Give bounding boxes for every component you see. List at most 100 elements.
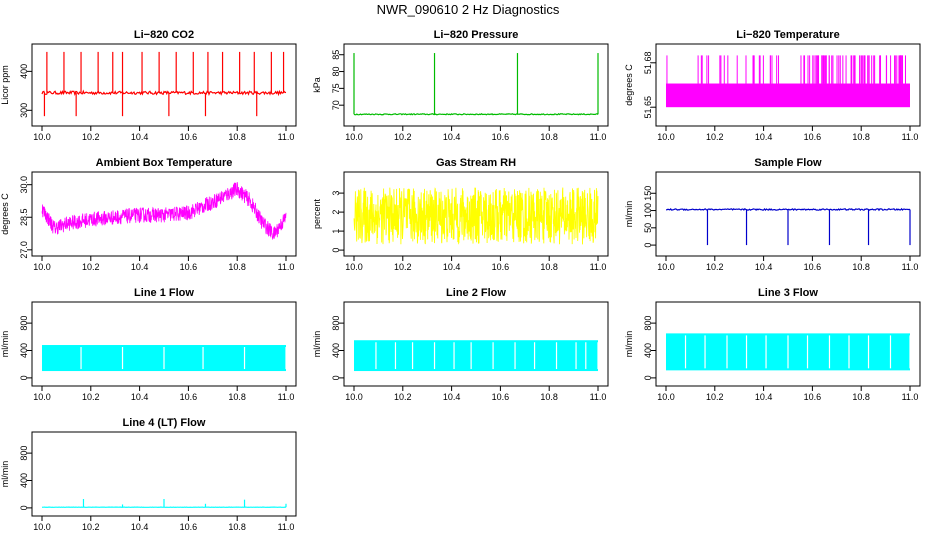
series-band xyxy=(666,83,910,108)
x-tick-label: 10.8 xyxy=(852,132,870,142)
y-axis-label: Licor ppm xyxy=(0,65,10,105)
series-li820-temperature xyxy=(666,55,910,108)
plot-frame xyxy=(343,171,609,257)
x-tick-label: 10.6 xyxy=(804,392,822,402)
series-line-4-flow xyxy=(41,498,287,508)
y-tick-label: 51.65 xyxy=(643,96,653,119)
x-tick-label: 10.2 xyxy=(706,392,724,402)
plot-title: Li−820 CO2 xyxy=(134,29,194,41)
x-tick-label: 11.0 xyxy=(278,132,295,142)
x-tick-label: 10.6 xyxy=(180,522,198,532)
page-title: NWR_090610 2 Hz Diagnostics xyxy=(376,2,560,17)
y-tick-label: 0 xyxy=(643,243,653,248)
y-axis-label: ml/min xyxy=(0,331,10,358)
x-tick-label: 10.2 xyxy=(394,262,412,272)
y-tick-label: 80 xyxy=(331,67,341,77)
plot-frame xyxy=(31,43,297,127)
y-tick-label: 100 xyxy=(643,203,653,218)
y-tick-label: 150 xyxy=(643,186,653,201)
x-tick-label: 11.0 xyxy=(590,262,607,272)
y-tick-label: 0 xyxy=(331,375,341,380)
series-line xyxy=(353,187,599,245)
x-tick-label: 10.2 xyxy=(82,392,100,402)
y-tick-label: 800 xyxy=(19,446,29,461)
plot-title: Sample Flow xyxy=(754,157,822,169)
x-tick-label: 10.8 xyxy=(852,392,870,402)
y-tick-label: 400 xyxy=(19,64,29,79)
x-tick-label: 10.4 xyxy=(755,392,773,402)
x-tick-label: 10.0 xyxy=(657,392,675,402)
x-tick-label: 11.0 xyxy=(590,392,607,402)
series-line-1-flow xyxy=(42,345,287,372)
x-tick-label: 10.8 xyxy=(540,132,558,142)
y-axis-label: ml/min xyxy=(312,331,322,358)
plot-title: Li−820 Temperature xyxy=(736,29,839,41)
x-tick-label: 11.0 xyxy=(902,132,919,142)
y-tick-label: 300 xyxy=(19,103,29,118)
y-axis-label: ml/min xyxy=(0,461,10,488)
x-tick-label: 11.0 xyxy=(902,262,919,272)
chart-li820-temperature: Li−820 Temperature degrees C 10.0 10.2 10.4 1… xyxy=(624,29,921,142)
x-tick-label: 10.2 xyxy=(82,132,100,142)
y-axis-label: degrees C xyxy=(0,193,10,235)
x-tick-label: 10.4 xyxy=(443,262,461,272)
x-tick-label: 10.6 xyxy=(804,262,822,272)
series-band xyxy=(354,340,598,372)
y-tick-label: 400 xyxy=(19,343,29,358)
y-tick-label: 85 xyxy=(331,50,341,60)
y-tick-label: 2 xyxy=(331,210,341,215)
x-tick-label: 10.8 xyxy=(228,262,246,272)
x-tick-label: 10.4 xyxy=(131,132,149,142)
chart-line-3-flow: Line 3 Flow ml/min 10.0 10.2 10.4 10.6 10.8 11.… xyxy=(624,287,921,402)
y-tick-label: 30.0 xyxy=(19,176,29,194)
plot-title: Ambient Box Temperature xyxy=(96,157,233,169)
y-axis-label: ml/min xyxy=(624,331,634,358)
y-tick-label: 27.0 xyxy=(19,241,29,259)
x-tick-label: 10.8 xyxy=(852,262,870,272)
y-axis-label: ml/min xyxy=(624,201,634,228)
y-axis-label: percent xyxy=(312,198,322,229)
y-tick-label: 0 xyxy=(643,375,653,380)
x-tick-label: 10.4 xyxy=(131,262,149,272)
x-tick-label: 10.2 xyxy=(82,522,100,532)
x-tick-label: 10.0 xyxy=(33,262,51,272)
x-tick-label: 10.0 xyxy=(657,132,675,142)
x-tick-label: 11.0 xyxy=(278,522,295,532)
y-tick-label: 28.5 xyxy=(19,208,29,226)
y-tick-label: 75 xyxy=(331,83,341,93)
plot-frame xyxy=(343,301,609,387)
y-tick-label: 400 xyxy=(19,473,29,488)
plot-title: Gas Stream RH xyxy=(436,157,516,169)
x-tick-label: 10.8 xyxy=(540,392,558,402)
x-tick-label: 10.0 xyxy=(345,392,363,402)
x-tick-label: 10.4 xyxy=(443,132,461,142)
series-line xyxy=(353,112,599,116)
plot-title: Line 2 Flow xyxy=(446,287,506,299)
x-tick-label: 11.0 xyxy=(278,392,295,402)
y-tick-label: 800 xyxy=(643,316,653,331)
x-tick-label: 10.6 xyxy=(804,132,822,142)
y-tick-label: 0 xyxy=(331,248,341,253)
x-tick-label: 10.6 xyxy=(492,262,510,272)
y-tick-label: 51.68 xyxy=(643,52,653,75)
y-tick-label: 3 xyxy=(331,191,341,196)
x-tick-label: 10.4 xyxy=(131,522,149,532)
plot-frame xyxy=(655,301,921,387)
plot-frame xyxy=(31,171,297,257)
plot-title: Li−820 Pressure xyxy=(434,29,519,41)
x-tick-label: 10.0 xyxy=(33,392,51,402)
chart-li820-pressure: Li−820 Pressure kPa 10.0 10.2 10.4 10.6 10.8 11… xyxy=(312,29,609,142)
plot-frame xyxy=(343,43,609,127)
x-tick-label: 10.6 xyxy=(492,392,510,402)
y-tick-label: 400 xyxy=(643,343,653,358)
x-tick-label: 10.0 xyxy=(345,132,363,142)
plot-frame xyxy=(655,43,921,127)
series-line-3-flow xyxy=(666,333,911,371)
x-tick-label: 11.0 xyxy=(278,262,295,272)
plot-title: Line 1 Flow xyxy=(134,287,194,299)
x-tick-label: 10.4 xyxy=(755,132,773,142)
chart-line-4-flow: Line 4 (LT) Flow ml/min 10.0 10.2 10.4 10.6 10… xyxy=(0,417,297,532)
plot-frame xyxy=(31,431,297,517)
y-tick-label: 800 xyxy=(19,316,29,331)
x-tick-label: 10.0 xyxy=(33,522,51,532)
